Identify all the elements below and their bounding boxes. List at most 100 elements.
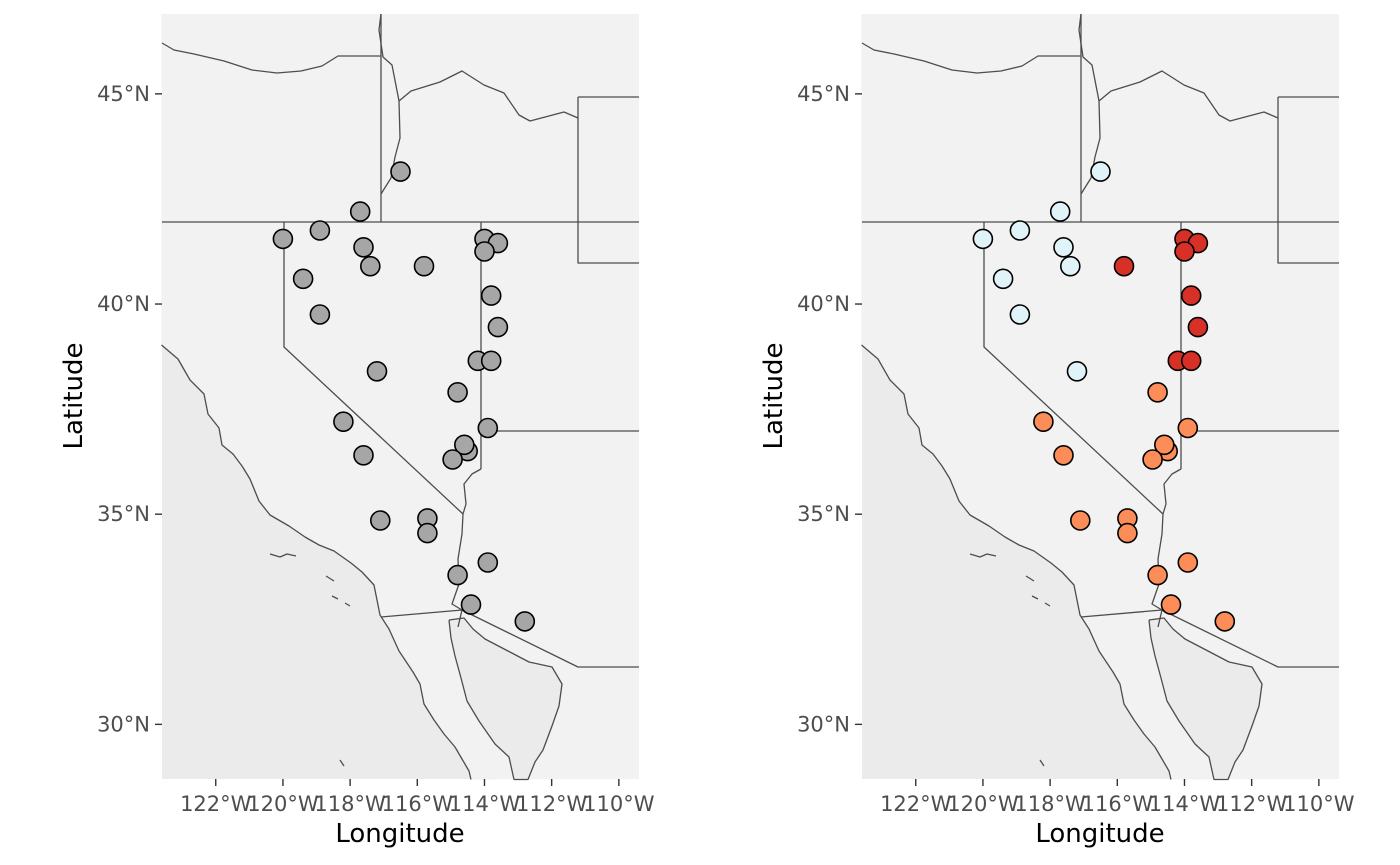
y-tick-label: 30°N xyxy=(97,712,150,736)
site-point xyxy=(1060,255,1081,277)
site-point xyxy=(1180,350,1202,372)
island-outline xyxy=(325,575,335,582)
x-tick-label: 120°W xyxy=(947,792,1019,816)
state-border-line xyxy=(1080,609,1339,668)
state-border-line xyxy=(380,609,639,668)
site-point xyxy=(1180,285,1202,306)
site-point xyxy=(1187,316,1209,338)
site-point xyxy=(447,564,468,586)
state-border-line xyxy=(457,609,463,628)
x-tick-label: 116°W xyxy=(1082,792,1154,816)
state-border-line xyxy=(1277,97,1339,264)
site-point xyxy=(477,552,499,573)
site-point xyxy=(1147,564,1168,586)
y-tick-label: 45°N xyxy=(97,82,150,106)
site-point xyxy=(442,449,463,470)
site-point xyxy=(366,360,388,382)
state-border-line xyxy=(577,97,639,264)
x-tick-label: 118°W xyxy=(1014,792,1086,816)
site-point xyxy=(292,268,314,290)
site-point xyxy=(1009,220,1031,241)
site-point xyxy=(992,268,1014,290)
site-point xyxy=(309,220,331,241)
site-point xyxy=(1153,434,1175,456)
site-point xyxy=(1049,201,1071,222)
island-outline xyxy=(339,759,345,767)
island-outline xyxy=(1044,602,1051,607)
y-tick-label: 40°N xyxy=(797,292,850,316)
y-axis-ticks: 30°N 35°N 40°N 45°N xyxy=(797,82,862,736)
coastline xyxy=(161,344,472,780)
y-tick-label: 30°N xyxy=(797,712,850,736)
gulf-coastline xyxy=(448,617,563,781)
site-point xyxy=(1053,237,1074,258)
state-border-line xyxy=(462,468,482,515)
state-border-line xyxy=(1162,468,1182,515)
site-point xyxy=(447,381,468,403)
site-point xyxy=(453,434,475,456)
mainland-area xyxy=(861,14,1339,780)
y-axis-ticks: 30°N 35°N 40°N 45°N xyxy=(97,82,162,736)
site-point xyxy=(1070,510,1091,531)
y-tick-label: 45°N xyxy=(797,82,850,106)
site-point xyxy=(477,417,499,439)
site-point xyxy=(1147,381,1168,403)
x-axis-title: Longitude xyxy=(1035,819,1164,849)
x-tick-label: 120°W xyxy=(247,792,319,816)
site-point xyxy=(360,255,381,277)
x-tick-label: 112°W xyxy=(516,792,588,816)
site-point xyxy=(480,350,502,372)
state-border-line xyxy=(398,70,579,122)
site-point xyxy=(370,510,391,531)
island-outline xyxy=(269,553,297,558)
x-axis-title: Longitude xyxy=(335,819,464,849)
island-outline xyxy=(1025,575,1035,582)
y-axis-title: Latitude xyxy=(59,342,89,449)
island-outline xyxy=(344,602,351,607)
site-point xyxy=(460,594,482,615)
site-point xyxy=(390,161,411,182)
gulf-of-california xyxy=(449,618,562,780)
site-point xyxy=(1117,522,1138,544)
state-border-line xyxy=(283,222,464,515)
x-tick-label: 116°W xyxy=(382,792,454,816)
site-point xyxy=(1009,304,1031,325)
site-point xyxy=(1066,360,1088,382)
y-tick-label: 35°N xyxy=(797,502,850,526)
island-outline xyxy=(1039,759,1045,767)
gulf-coastline xyxy=(1148,617,1263,781)
site-point xyxy=(333,411,354,433)
site-point xyxy=(1142,449,1163,470)
site-point xyxy=(413,255,435,277)
x-tick-label: 122°W xyxy=(180,792,252,816)
site-points xyxy=(272,161,536,632)
land-layer xyxy=(161,14,639,780)
site-point xyxy=(349,201,371,222)
site-point xyxy=(353,444,374,466)
site-point xyxy=(1177,417,1199,439)
site-point xyxy=(1033,411,1054,433)
x-tick-label: 114°W xyxy=(449,792,521,816)
site-point xyxy=(487,316,509,338)
site-point xyxy=(1174,241,1195,262)
state-border-line xyxy=(161,42,381,74)
site-point xyxy=(1090,161,1111,182)
island-outline xyxy=(331,595,339,600)
x-tick-label: 112°W xyxy=(1216,792,1288,816)
x-tick-label: 118°W xyxy=(314,792,386,816)
site-point xyxy=(514,611,536,632)
state-border-line xyxy=(861,42,1081,74)
site-point xyxy=(309,304,331,325)
x-tick-label: 110°W xyxy=(583,792,655,816)
site-point xyxy=(1177,552,1199,573)
state-border-line xyxy=(983,222,1164,515)
x-tick-label: 122°W xyxy=(880,792,952,816)
mainland-area xyxy=(161,14,639,780)
coastline xyxy=(861,344,1172,780)
site-point xyxy=(1160,594,1182,615)
